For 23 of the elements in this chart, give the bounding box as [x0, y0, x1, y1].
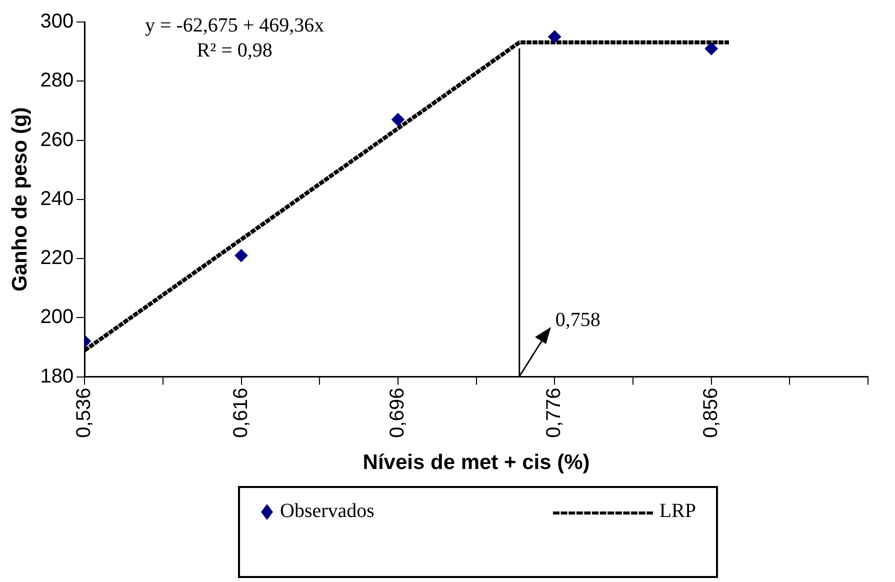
y-tick-label: 200 [40, 306, 74, 328]
point [234, 249, 248, 262]
x-axis-title: Níveis de met + cis (%) [362, 451, 590, 474]
y-tick-label: 260 [40, 128, 74, 151]
ref-line-label: 0,758 [555, 309, 600, 331]
x-tick-label: 0,696 [386, 388, 408, 438]
x-tick-label: 0,616 [230, 388, 252, 438]
y-tick-label: 300 [40, 10, 74, 33]
y-tick-label: 180 [40, 365, 74, 388]
legend-label: Observados [280, 500, 374, 523]
annotation: y = -62,675 + 469,36x [144, 14, 324, 36]
x-tick-label: 0,536 [73, 388, 96, 438]
point [548, 30, 562, 44]
x-tick-label: 0,776 [543, 388, 566, 438]
point [391, 113, 404, 126]
x-tick-label: 0,856 [700, 388, 722, 438]
y-tick-label: 280 [40, 70, 74, 92]
annotation: R² = 0,98 [196, 39, 272, 62]
y-tick-label: 240 [40, 188, 74, 210]
y-tick-label: 220 [40, 247, 74, 270]
point [704, 42, 718, 56]
legend-label: LRP [659, 500, 696, 523]
y-axis-title: Ganho de peso (g) [8, 107, 32, 292]
